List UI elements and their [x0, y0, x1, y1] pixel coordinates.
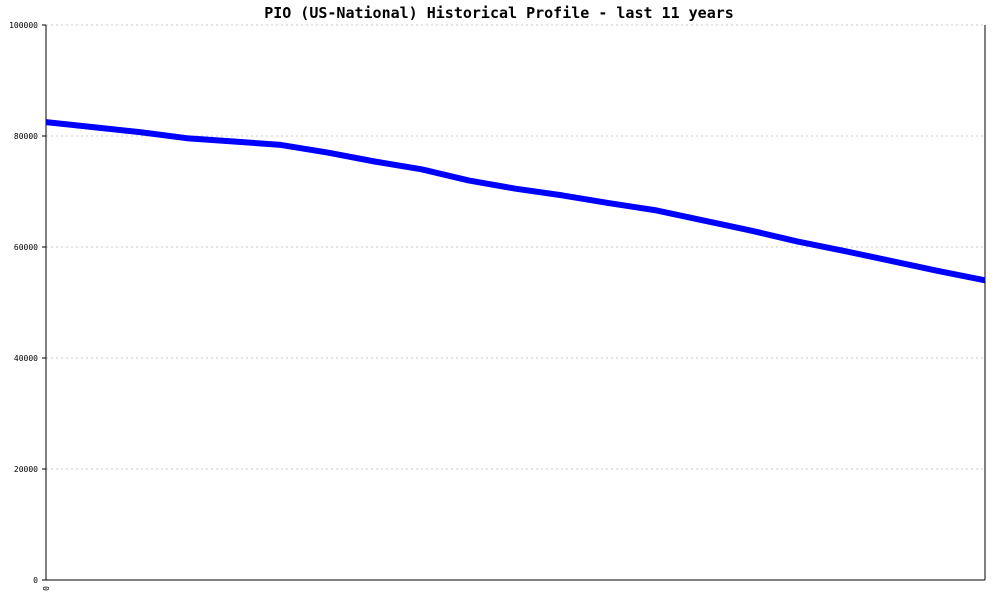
chart-title: PIO (US-National) Historical Profile - l…	[264, 4, 734, 22]
gridlines	[46, 24, 985, 470]
y-tick-label: 80000	[14, 132, 38, 141]
y-tick-label: 40000	[14, 354, 38, 363]
x-tick-label: 0	[42, 586, 51, 591]
y-tick-label: 60000	[14, 243, 38, 252]
series-line	[45, 119, 986, 284]
series-layer	[45, 119, 986, 284]
y-tick-label: 20000	[14, 465, 38, 474]
y-tick-label: 0	[33, 576, 38, 585]
y-tick-label: 100000	[9, 21, 38, 30]
y-axis-ticks: 0 20000 40000 60000 80000 100000	[9, 21, 46, 585]
x-axis-ticks: 0	[42, 586, 51, 591]
